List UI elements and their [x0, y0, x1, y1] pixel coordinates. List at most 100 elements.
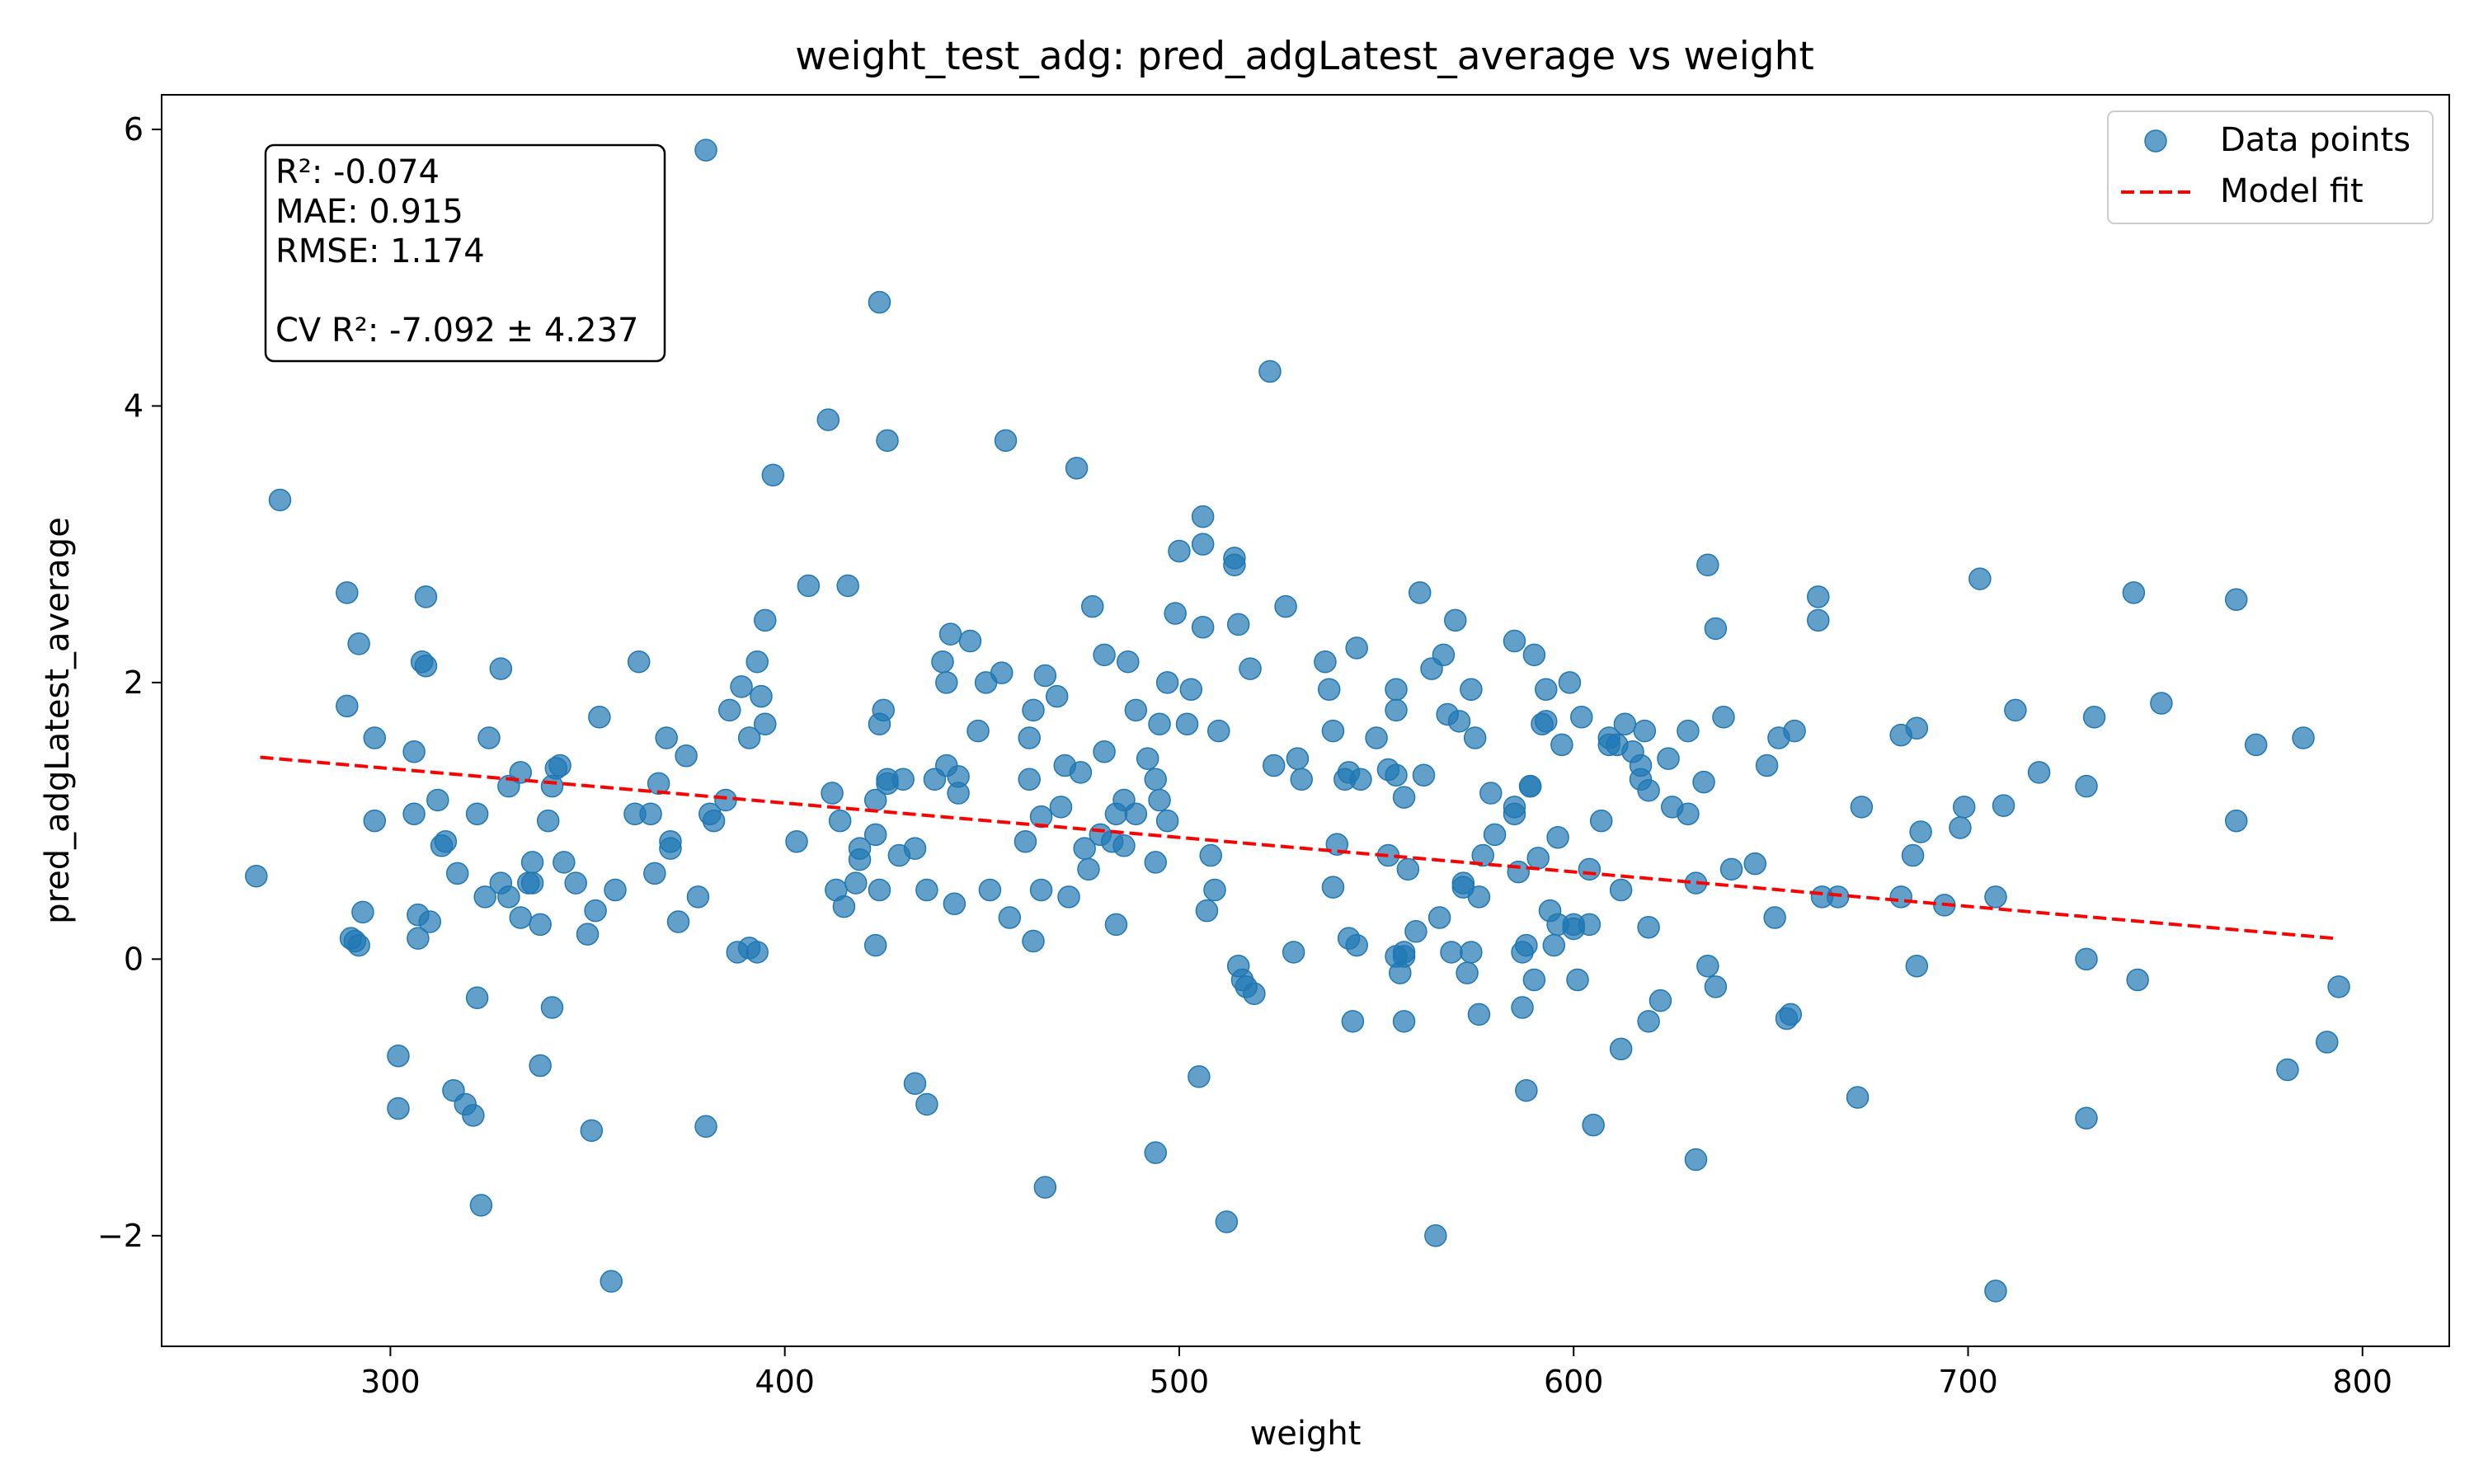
data-point	[686, 885, 710, 909]
data-point	[1408, 581, 1432, 604]
data-point	[876, 429, 899, 453]
data-point	[1258, 359, 1282, 383]
data-point	[832, 895, 856, 918]
data-point	[268, 488, 292, 512]
data-point	[1522, 643, 1546, 667]
data-point	[600, 1270, 623, 1293]
data-point	[469, 1194, 493, 1217]
data-point	[1144, 768, 1168, 791]
data-point	[1427, 906, 1451, 929]
data-point	[1243, 982, 1266, 1006]
data-point	[465, 802, 489, 825]
data-point	[1274, 594, 1297, 618]
data-point	[445, 862, 469, 885]
data-point	[1550, 733, 1573, 757]
data-point	[844, 871, 868, 895]
data-point	[477, 726, 501, 749]
data-point	[1321, 876, 1345, 899]
data-point	[659, 830, 682, 853]
data-point	[387, 1097, 410, 1120]
data-point	[1526, 847, 1550, 870]
stats-mae: MAE: 0.915	[275, 193, 463, 231]
data-point	[1657, 747, 1680, 770]
data-point	[1018, 768, 1041, 791]
data-point	[414, 585, 438, 608]
data-point	[1609, 1037, 1633, 1061]
data-point	[1984, 885, 2007, 909]
data-point	[998, 906, 1022, 929]
data-point	[1534, 678, 1558, 702]
x-tick-label: 300	[360, 1364, 421, 1400]
data-point	[730, 675, 753, 698]
data-point	[1909, 820, 1932, 843]
data-point	[548, 754, 571, 777]
data-point	[1349, 768, 1372, 791]
data-point	[426, 788, 449, 812]
data-point	[473, 885, 496, 909]
data-point	[903, 837, 927, 860]
data-point	[520, 851, 544, 874]
data-point	[1755, 754, 1779, 777]
data-point	[1503, 796, 1526, 819]
data-point	[1365, 726, 1388, 749]
data-point	[1905, 954, 1929, 978]
data-point	[489, 657, 513, 680]
data-point	[604, 878, 627, 902]
data-point	[1112, 834, 1136, 857]
data-point	[553, 851, 576, 874]
data-point	[1456, 961, 1479, 984]
data-point	[967, 719, 990, 743]
data-point	[1104, 913, 1128, 937]
data-point	[1451, 871, 1475, 895]
y-axis-ticks: −2 0 2 4 6	[97, 111, 162, 1254]
data-point	[1325, 833, 1349, 856]
data-point	[1467, 1003, 1491, 1026]
data-point	[414, 654, 438, 678]
data-point	[1649, 989, 1672, 1012]
legend-label-model-fit: Model fit	[2220, 172, 2363, 210]
data-point	[1049, 796, 1073, 819]
data-point	[1093, 643, 1116, 667]
data-point	[1136, 747, 1159, 770]
data-point	[1321, 719, 1345, 743]
data-point	[754, 712, 777, 735]
data-point	[1093, 740, 1116, 763]
data-point	[994, 429, 1018, 453]
data-point	[666, 910, 690, 933]
legend-frame	[2107, 110, 2434, 224]
data-point	[1522, 968, 1546, 992]
data-point	[2075, 774, 2098, 798]
data-point	[1195, 899, 1219, 923]
data-point	[1207, 719, 1230, 743]
data-point	[245, 864, 268, 888]
data-point	[1889, 885, 1912, 909]
data-point	[1175, 712, 1199, 735]
data-point	[702, 809, 726, 833]
data-point	[1239, 657, 1262, 680]
data-point	[1168, 539, 1191, 563]
data-point	[576, 923, 600, 946]
legend-marker-data-points	[2144, 129, 2167, 153]
data-point	[363, 809, 387, 833]
data-point	[1846, 1086, 1870, 1109]
x-axis-ticks: 300 400 500 600 700 800	[360, 1346, 2392, 1400]
data-point	[347, 933, 370, 957]
data-point	[935, 671, 958, 694]
data-point	[1783, 719, 1806, 743]
data-point	[978, 878, 1002, 902]
data-point	[1188, 1065, 1211, 1088]
data-point	[943, 892, 967, 915]
data-point	[351, 900, 374, 924]
data-point	[821, 782, 844, 805]
data-point	[1412, 763, 1436, 787]
data-point	[863, 823, 887, 847]
data-point	[1696, 954, 1719, 978]
data-point	[915, 878, 938, 902]
data-point	[1191, 616, 1215, 639]
data-point	[1609, 878, 1633, 902]
data-point	[1696, 553, 1719, 577]
data-point	[2004, 698, 2027, 722]
data-point	[1144, 1141, 1168, 1164]
data-point	[848, 848, 872, 871]
